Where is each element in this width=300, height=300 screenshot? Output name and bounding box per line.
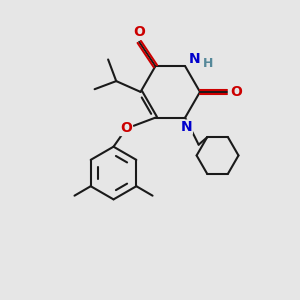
Text: O: O	[133, 26, 145, 39]
Text: N: N	[189, 52, 200, 66]
Text: O: O	[120, 122, 132, 136]
Text: H: H	[203, 57, 213, 70]
Text: N: N	[181, 120, 192, 134]
Text: O: O	[230, 85, 242, 99]
